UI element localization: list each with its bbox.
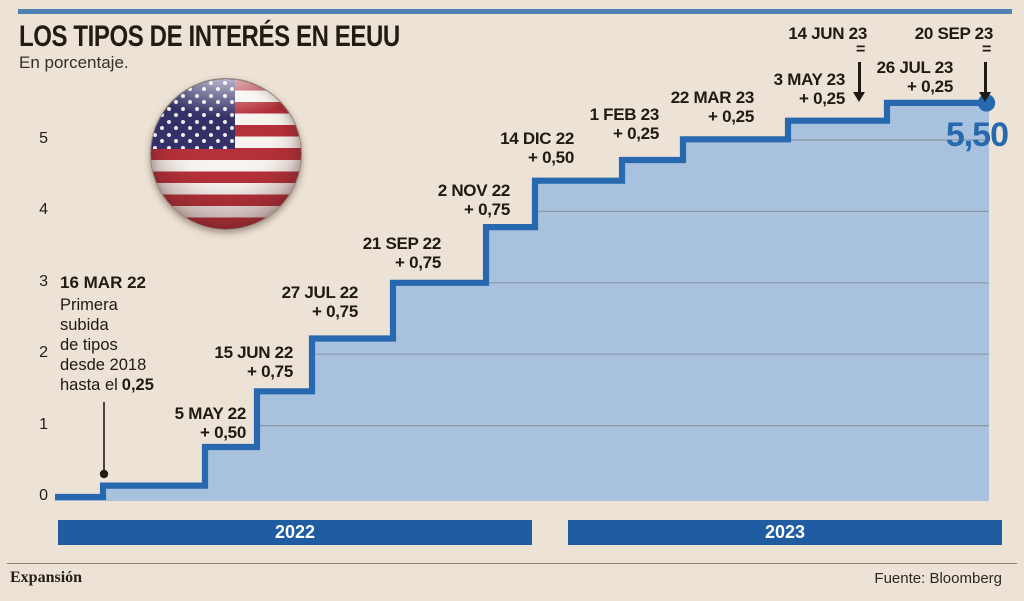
hike-change: + 0,75 bbox=[464, 200, 510, 219]
note-line: hasta el 0,25 bbox=[60, 375, 154, 395]
footer-source: Fuente: Bloomberg bbox=[874, 570, 1002, 587]
hike-date: 21 SEP 22 bbox=[362, 234, 442, 253]
hike-date: 14 JUN 23 bbox=[788, 24, 867, 43]
y-axis-tick-label: 3 bbox=[39, 272, 48, 290]
hike-annotation: 5 MAY 22 + 0,50 bbox=[174, 404, 247, 442]
hike-change: + 0,25 bbox=[907, 77, 953, 96]
note-line: subida bbox=[60, 316, 109, 334]
footer-divider bbox=[7, 563, 1017, 564]
hike-annotation: 26 JUL 23 + 0,25 bbox=[876, 58, 954, 96]
hike-change: + 0,75 bbox=[312, 302, 358, 321]
hike-date: 16 MAR 22 bbox=[60, 273, 146, 292]
note-line: de tipos bbox=[60, 336, 118, 354]
hike-date: 20 SEP 23 bbox=[914, 24, 994, 43]
hike-change: + 0,50 bbox=[528, 148, 574, 167]
note-leader-dot bbox=[99, 469, 109, 479]
hike-date: 5 MAY 22 bbox=[174, 404, 247, 423]
note-line: Primera bbox=[60, 296, 118, 314]
hike-change: + 0,25 bbox=[708, 107, 754, 126]
hike-annotation: 20 SEP 23 = bbox=[915, 24, 993, 102]
hike-annotation: 14 JUN 23 = bbox=[788, 24, 867, 102]
hike-annotation: 1 FEB 23 + 0,25 bbox=[589, 105, 660, 143]
year-band-2022: 2022 bbox=[58, 520, 532, 545]
hike-annotation: 21 SEP 22 + 0,75 bbox=[362, 234, 442, 272]
down-arrow-icon bbox=[979, 62, 992, 102]
footer-brand: Expansión bbox=[10, 569, 83, 586]
note-suffix: hasta el bbox=[60, 376, 118, 394]
y-axis-tick-label: 1 bbox=[39, 415, 48, 433]
note-line: desde 2018 bbox=[60, 356, 147, 374]
y-axis-tick-label: 4 bbox=[39, 201, 48, 219]
hike-change: + 0,75 bbox=[247, 362, 293, 381]
final-value-label: 5,50 bbox=[945, 116, 1009, 154]
hike-date: 14 DIC 22 bbox=[500, 129, 574, 148]
hike-date: 22 MAR 23 bbox=[670, 88, 755, 107]
hike-date: 2 NOV 22 bbox=[437, 181, 511, 200]
hike-date: 3 MAY 23 bbox=[773, 70, 846, 89]
hike-annotation: 2 NOV 22 + 0,75 bbox=[437, 181, 511, 219]
pause-equals: = bbox=[981, 41, 991, 58]
chart-title: LOS TIPOS DE INTERÉS EN EEUU bbox=[19, 20, 400, 53]
hike-change: + 0,50 bbox=[200, 423, 246, 442]
first-hike-note: 16 MAR 22 Primera subida de tipos desde … bbox=[60, 273, 154, 395]
y-axis-tick-label: 0 bbox=[39, 487, 48, 504]
hike-change: + 0,25 bbox=[613, 124, 659, 143]
note-bold-value: 0,25 bbox=[121, 376, 154, 394]
year-band-2023: 2023 bbox=[568, 520, 1002, 545]
hike-annotation: 15 JUN 22 + 0,75 bbox=[214, 343, 293, 381]
hike-date: 1 FEB 23 bbox=[589, 105, 660, 124]
top-rule bbox=[18, 9, 1012, 14]
hike-annotation: 27 JUL 22 + 0,75 bbox=[281, 283, 359, 321]
hike-annotation: 3 MAY 23 + 0,25 bbox=[773, 70, 846, 108]
hike-change: + 0,75 bbox=[395, 253, 441, 272]
hike-change: + 0,25 bbox=[799, 89, 845, 108]
hike-annotation: 22 MAR 23 + 0,25 bbox=[670, 88, 755, 126]
hike-date: 27 JUL 22 bbox=[281, 283, 359, 302]
hike-annotation: 14 DIC 22 + 0,50 bbox=[500, 129, 574, 167]
hike-date: 15 JUN 22 bbox=[214, 343, 293, 362]
hike-date: 26 JUL 23 bbox=[876, 58, 954, 77]
pause-equals: = bbox=[855, 41, 865, 58]
us-flag-gloss bbox=[151, 79, 301, 229]
down-arrow-icon bbox=[853, 62, 866, 102]
chart-subtitle: En porcentaje. bbox=[19, 53, 129, 72]
y-axis-tick-label: 2 bbox=[39, 344, 48, 362]
y-axis-tick-label: 5 bbox=[39, 130, 48, 147]
us-flag-icon bbox=[150, 78, 302, 230]
